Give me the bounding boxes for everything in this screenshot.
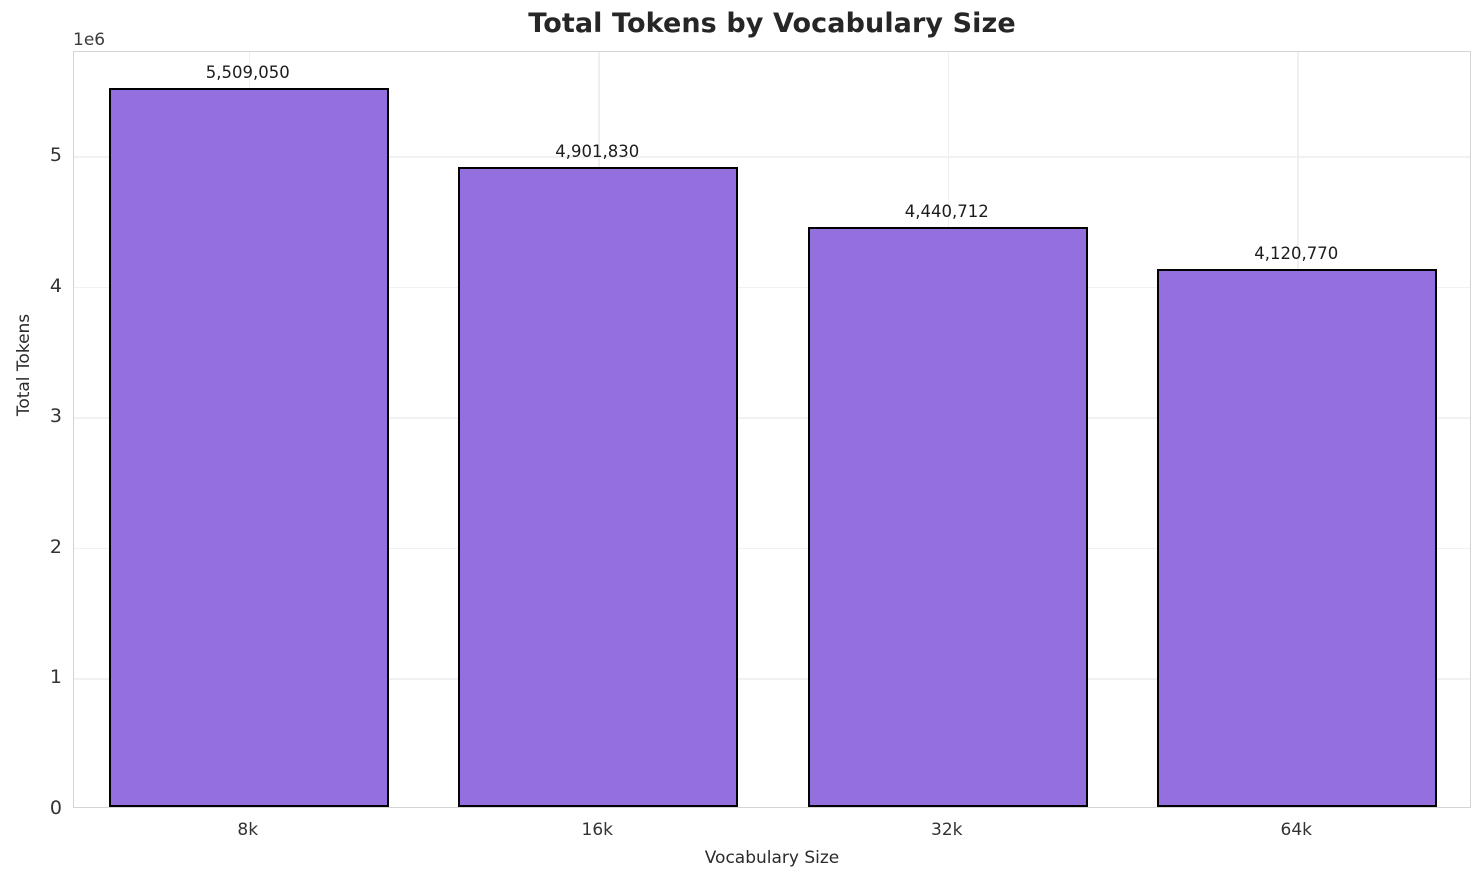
bar[interactable] [458,167,739,807]
bar[interactable] [108,87,389,807]
horizontal-gridline [74,547,1470,550]
bar[interactable] [1157,269,1438,807]
chart-title: Total Tokens by Vocabulary Size [528,8,1016,39]
plot-area [73,51,1471,808]
bar[interactable] [807,227,1088,807]
y-tick-label: 4 [49,274,62,297]
y-tick-label: 1 [49,666,62,689]
horizontal-gridline [74,156,1470,158]
horizontal-gridline [74,286,1470,289]
plot-inner [74,52,1470,807]
bar-value-label: 5,509,050 [205,62,290,82]
bar-value-label: 4,440,712 [904,202,989,222]
bar-value-label: 4,901,830 [555,142,640,162]
x-axis-label: Vocabulary Size [704,848,840,868]
horizontal-gridline [74,678,1470,680]
y-axis-label: Total Tokens [14,313,34,417]
x-tick-label: 8k [237,820,259,840]
y-tick-label: 3 [49,405,62,428]
x-tick-label: 16k [581,820,613,840]
x-tick-label: 32k [931,820,963,840]
y-tick-label: 5 [49,144,62,167]
x-tick-label: 64k [1280,820,1312,840]
y-axis-offset-label: 1e6 [73,30,106,50]
bar-value-label: 4,120,770 [1254,244,1339,264]
horizontal-gridline [74,417,1470,419]
y-tick-label: 0 [49,797,62,819]
y-tick-label: 2 [49,535,62,558]
